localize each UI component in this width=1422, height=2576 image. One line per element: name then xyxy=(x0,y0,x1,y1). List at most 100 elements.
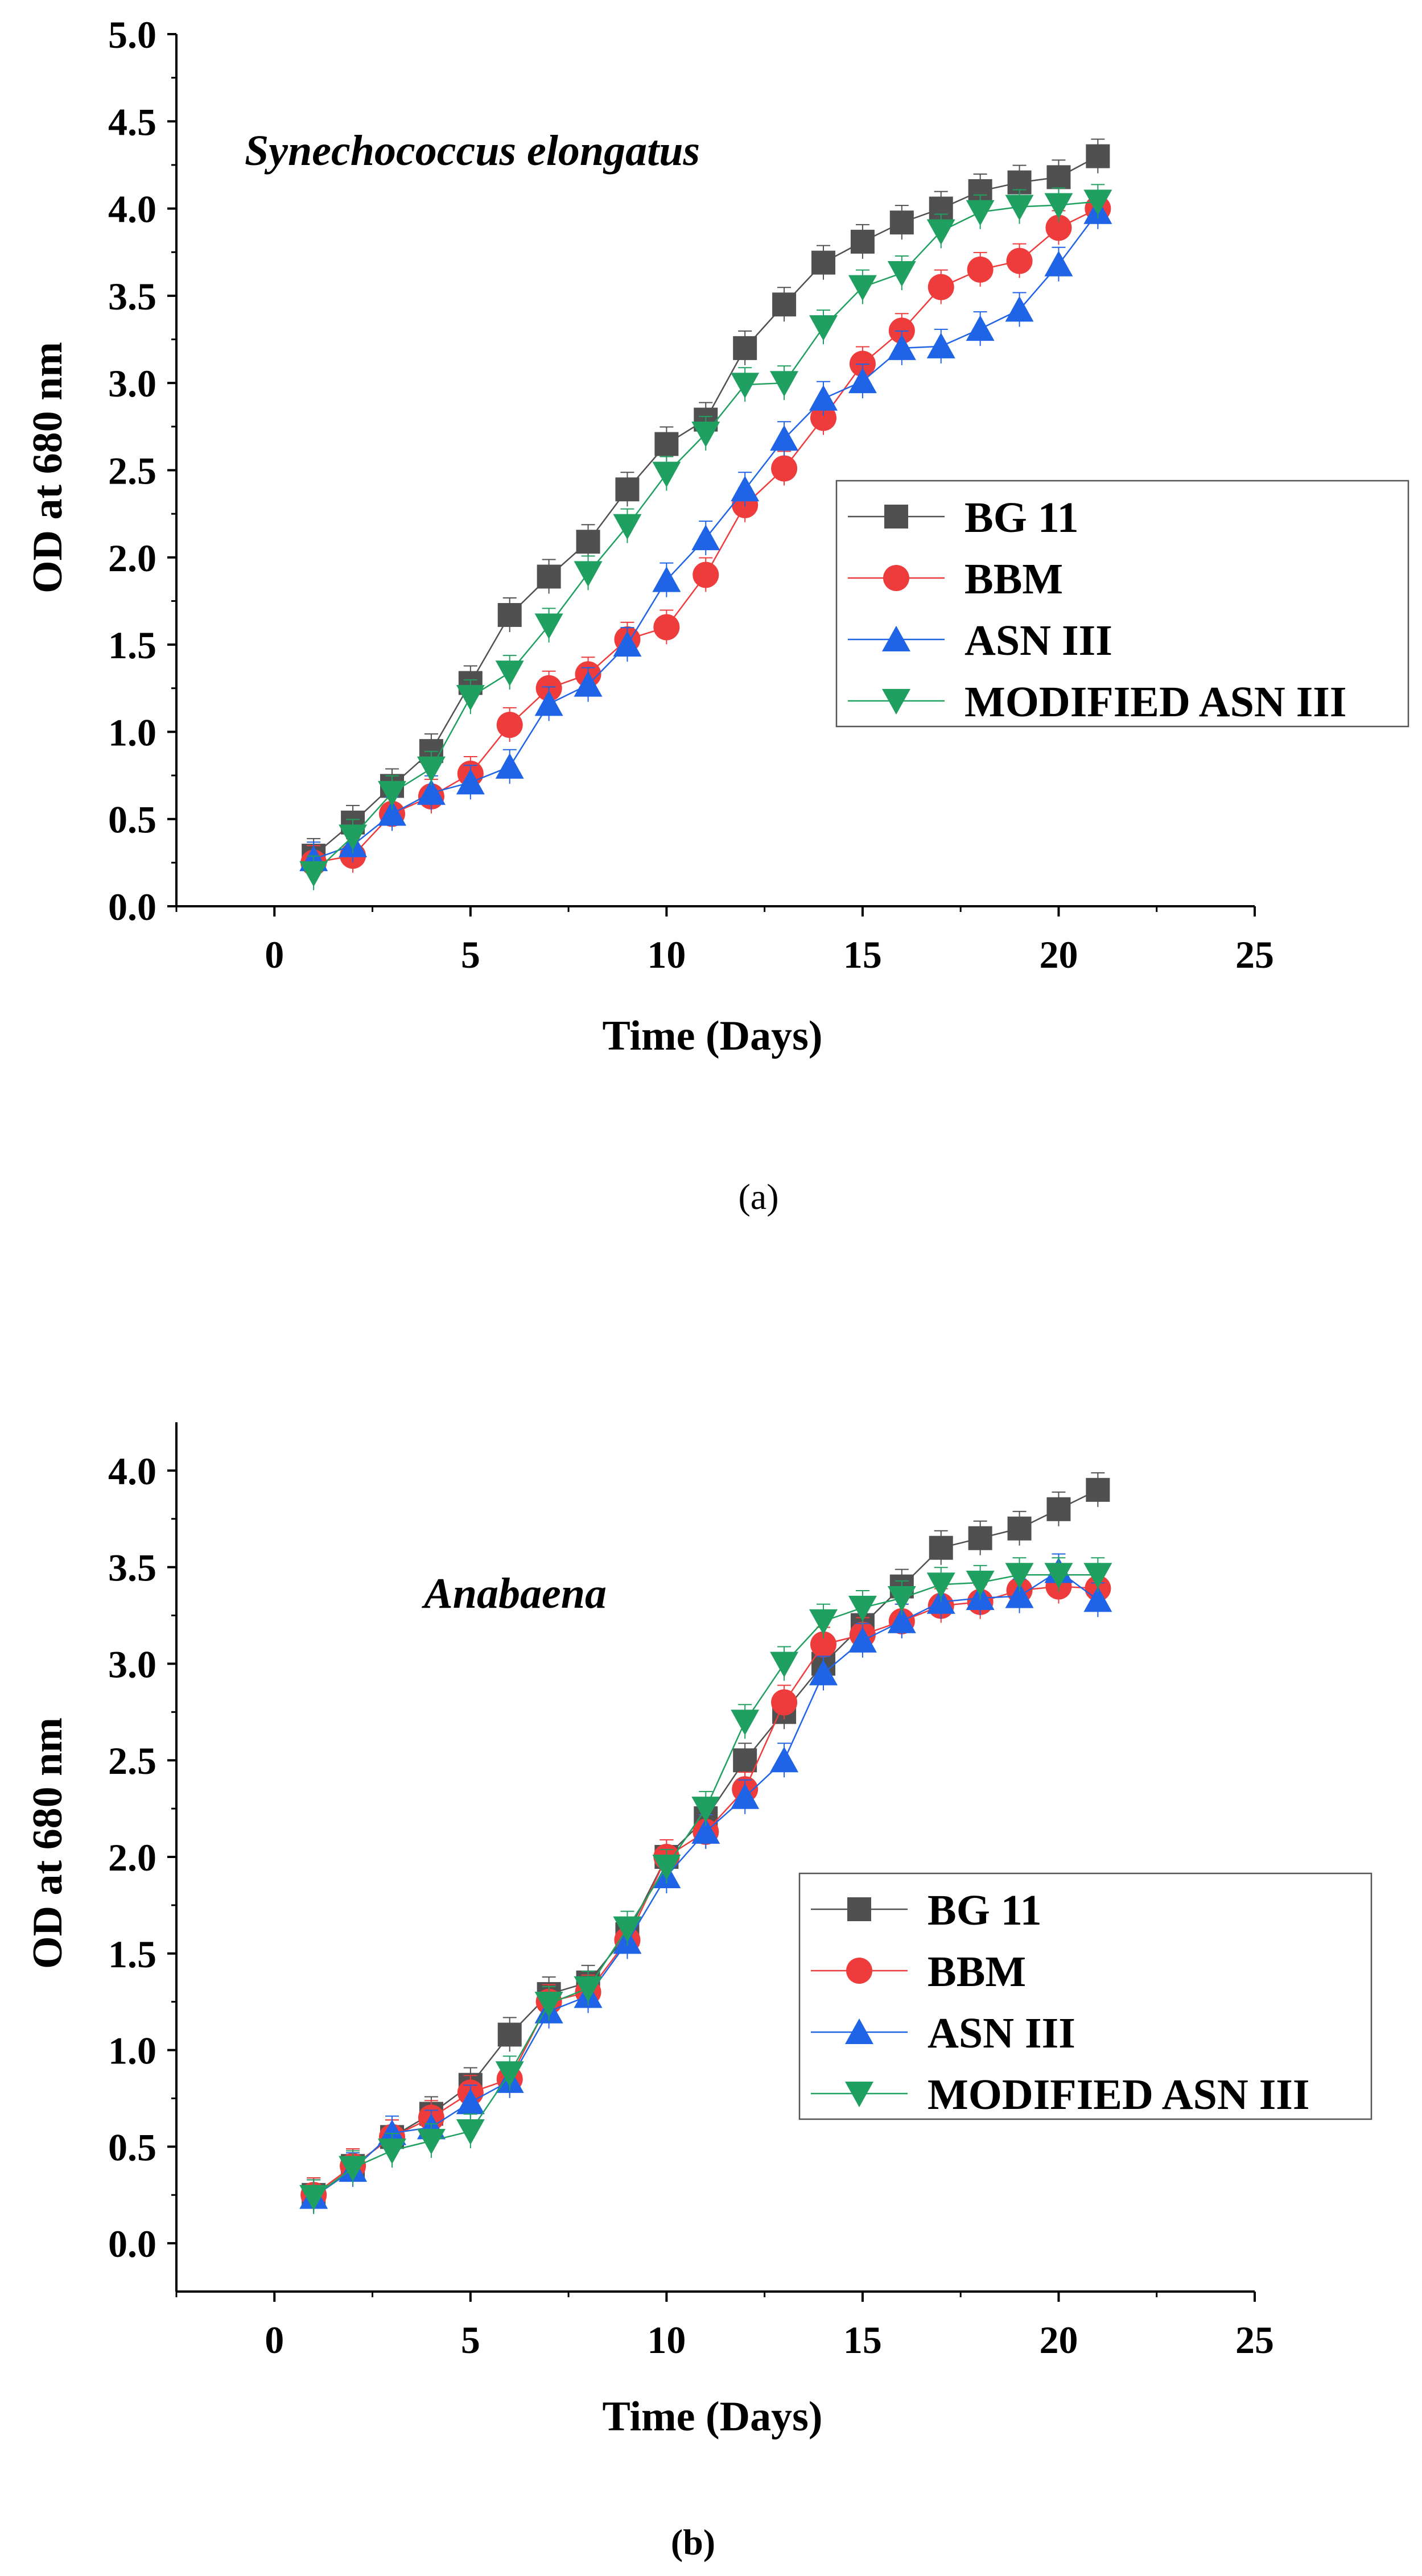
y-tick-label: 2.0 xyxy=(108,1836,156,1879)
data-point xyxy=(378,2139,406,2165)
x-tick-label: 0 xyxy=(265,933,284,976)
data-point xyxy=(770,371,799,397)
data-point xyxy=(929,1535,953,1560)
data-point xyxy=(417,756,446,782)
data-point xyxy=(534,690,563,716)
data-point xyxy=(731,476,760,502)
data-point xyxy=(850,229,875,254)
legend-label: MODIFIED ASN III xyxy=(965,678,1346,726)
data-point xyxy=(887,334,916,360)
data-point xyxy=(1046,165,1071,189)
data-point xyxy=(811,250,835,275)
y-tick-label: 3.0 xyxy=(108,362,156,405)
legend-marker xyxy=(846,1958,872,1984)
data-point xyxy=(848,275,877,301)
x-tick-label: 5 xyxy=(461,2318,480,2362)
data-point xyxy=(770,1747,799,1773)
y-tick-label: 2.0 xyxy=(108,536,156,580)
legend-marker xyxy=(882,626,910,651)
data-point xyxy=(1083,189,1112,216)
data-point xyxy=(928,274,954,300)
y-axis-title: OD at 680 nm xyxy=(24,1718,71,1969)
legend-box xyxy=(798,1872,1372,2120)
data-point xyxy=(417,779,446,805)
y-axis-title: OD at 680 nm xyxy=(24,342,71,593)
y-tick-label: 5.0 xyxy=(108,13,156,56)
data-point xyxy=(966,1570,995,1596)
x-tick-label: 15 xyxy=(843,933,882,976)
series-modified-asn-iii xyxy=(299,1557,1112,2214)
data-point xyxy=(809,385,838,411)
data-point xyxy=(848,368,877,394)
data-point xyxy=(809,315,838,341)
data-point xyxy=(534,613,563,639)
data-point xyxy=(574,561,603,587)
data-point xyxy=(497,602,522,627)
data-point xyxy=(966,315,995,341)
y-tick-label: 3.5 xyxy=(108,275,156,318)
legend-marker xyxy=(845,2082,873,2107)
data-point xyxy=(1007,1516,1032,1541)
data-point xyxy=(691,525,720,551)
legend-marker xyxy=(884,505,908,529)
data-point xyxy=(495,660,524,687)
x-tick-label: 15 xyxy=(843,2318,882,2362)
data-point xyxy=(1005,1563,1034,1589)
legend-item: BBM xyxy=(811,1948,1026,1996)
data-point xyxy=(653,614,680,641)
data-point xyxy=(810,1631,836,1658)
legend-label: BG 11 xyxy=(965,494,1079,542)
data-point xyxy=(770,1652,799,1678)
legend-item: MODIFIED ASN III xyxy=(848,678,1346,726)
data-point xyxy=(731,1710,760,1736)
legend-item: ASN III xyxy=(848,617,1112,664)
legend-item: BG 11 xyxy=(848,494,1079,542)
legend-box xyxy=(835,480,1409,728)
legend-label: ASN III xyxy=(965,617,1112,664)
data-point xyxy=(1086,144,1110,168)
data-point xyxy=(537,564,561,589)
legend-item: BBM xyxy=(848,555,1063,603)
data-point xyxy=(456,769,485,795)
legend-item: MODIFIED ASN III xyxy=(811,2071,1309,2119)
data-point xyxy=(495,753,524,779)
data-point xyxy=(652,1854,681,1880)
x-tick-label: 5 xyxy=(461,933,480,976)
x-tick-label: 20 xyxy=(1039,933,1078,976)
x-tick-label: 10 xyxy=(647,2318,686,2362)
x-tick-label: 20 xyxy=(1039,2318,1078,2362)
data-point xyxy=(534,1992,563,2018)
y-tick-label: 3.5 xyxy=(108,1546,156,1590)
data-point xyxy=(968,1526,992,1550)
data-point xyxy=(809,1609,838,1635)
data-point xyxy=(693,562,719,588)
y-tick-label: 0.5 xyxy=(108,798,156,841)
y-tick-label: 3.0 xyxy=(108,1642,156,1686)
data-point xyxy=(887,261,916,287)
data-point xyxy=(613,631,642,657)
data-point xyxy=(967,256,994,283)
data-point xyxy=(848,1626,877,1653)
y-tick-label: 1.0 xyxy=(108,711,156,754)
legend-item: ASN III xyxy=(811,2009,1075,2057)
data-point xyxy=(497,2022,522,2047)
data-point xyxy=(1046,1497,1071,1521)
y-tick-label: 0.5 xyxy=(108,2125,156,2169)
data-point xyxy=(456,2088,485,2115)
data-point xyxy=(731,373,760,399)
legend-marker xyxy=(882,689,910,715)
chart-panel-a: 0.0 0.5 1.0 1.5 2.0 2.5 3.0 3.5 4.0 4.5 5.0 0 5 10 15 2… xyxy=(24,13,1409,1217)
data-point xyxy=(496,712,523,738)
data-point xyxy=(1083,1563,1112,1589)
y-tick-label: 1.5 xyxy=(108,1933,156,1976)
data-point xyxy=(733,336,757,360)
data-point xyxy=(378,781,406,807)
x-tick-label: 10 xyxy=(647,933,686,976)
data-point xyxy=(1086,1477,1110,1502)
y-tick-label: 1.5 xyxy=(108,624,156,667)
data-point xyxy=(1045,214,1072,241)
data-point xyxy=(615,477,640,502)
data-point xyxy=(299,861,328,887)
panel-caption: (a) xyxy=(738,1176,778,1217)
